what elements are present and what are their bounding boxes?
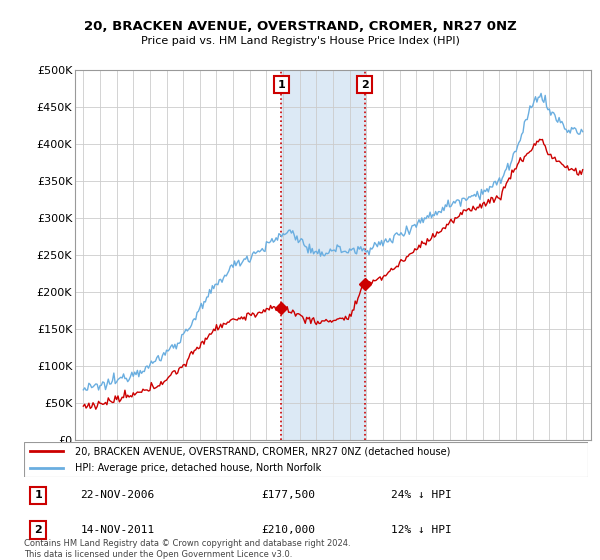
Text: 1: 1 (34, 491, 42, 501)
Text: 20, BRACKEN AVENUE, OVERSTRAND, CROMER, NR27 0NZ (detached house): 20, BRACKEN AVENUE, OVERSTRAND, CROMER, … (75, 446, 450, 456)
Bar (281, 70, 365, 440)
Text: 20, BRACKEN AVENUE, OVERSTRAND, CROMER, NR27 0NZ: 20, BRACKEN AVENUE, OVERSTRAND, CROMER, … (83, 20, 517, 32)
Text: HPI: Average price, detached house, North Norfolk: HPI: Average price, detached house, Nort… (75, 464, 321, 473)
Text: 1: 1 (278, 80, 285, 90)
Text: 2: 2 (361, 80, 368, 90)
Text: £210,000: £210,000 (261, 525, 315, 535)
Text: Contains HM Land Registry data © Crown copyright and database right 2024.
This d: Contains HM Land Registry data © Crown c… (24, 539, 350, 559)
Text: 24% ↓ HPI: 24% ↓ HPI (391, 491, 451, 501)
Text: £177,500: £177,500 (261, 491, 315, 501)
Text: Price paid vs. HM Land Registry's House Price Index (HPI): Price paid vs. HM Land Registry's House … (140, 36, 460, 46)
Text: 2: 2 (34, 525, 42, 535)
Text: 12% ↓ HPI: 12% ↓ HPI (391, 525, 451, 535)
Text: 14-NOV-2011: 14-NOV-2011 (80, 525, 155, 535)
Text: 22-NOV-2006: 22-NOV-2006 (80, 491, 155, 501)
